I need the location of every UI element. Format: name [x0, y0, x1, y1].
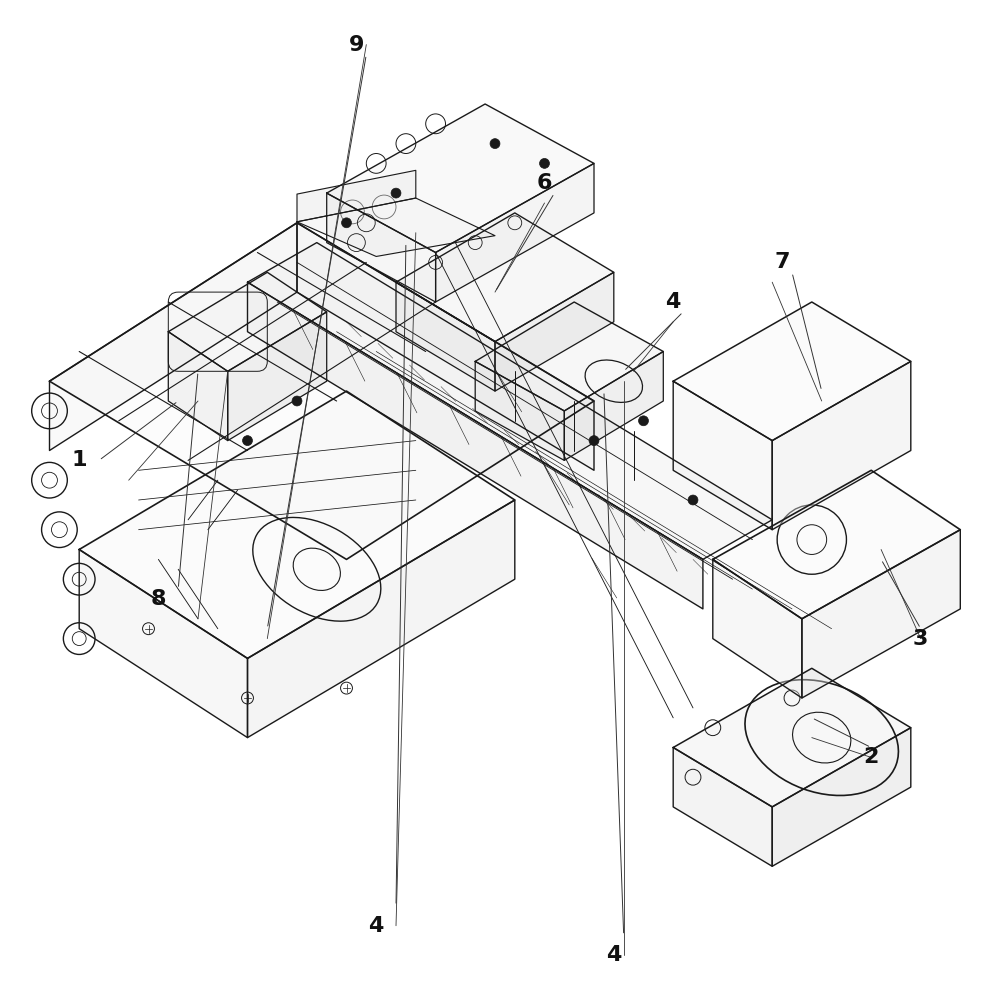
Polygon shape	[673, 668, 911, 807]
Circle shape	[490, 139, 500, 149]
Text: 4: 4	[368, 916, 384, 936]
Circle shape	[540, 158, 549, 168]
Polygon shape	[396, 213, 614, 342]
Text: 2: 2	[863, 747, 879, 767]
Polygon shape	[564, 352, 663, 460]
Polygon shape	[327, 104, 594, 252]
Polygon shape	[248, 243, 772, 559]
Polygon shape	[50, 223, 297, 450]
Polygon shape	[436, 163, 594, 302]
Polygon shape	[673, 748, 772, 866]
Polygon shape	[713, 559, 802, 698]
Polygon shape	[79, 391, 515, 658]
Text: 4: 4	[665, 292, 681, 312]
Polygon shape	[297, 170, 416, 222]
Text: 1: 1	[71, 450, 87, 470]
Polygon shape	[248, 500, 515, 738]
Polygon shape	[713, 470, 960, 619]
Text: 7: 7	[774, 252, 790, 272]
Polygon shape	[475, 302, 663, 411]
Polygon shape	[673, 381, 772, 530]
Polygon shape	[673, 302, 911, 441]
Text: 3: 3	[913, 629, 929, 649]
Circle shape	[639, 416, 648, 426]
Polygon shape	[168, 272, 327, 371]
Polygon shape	[50, 223, 594, 559]
Circle shape	[589, 436, 599, 446]
Circle shape	[243, 436, 252, 446]
Polygon shape	[802, 530, 960, 698]
Circle shape	[342, 218, 351, 228]
Circle shape	[688, 495, 698, 505]
Polygon shape	[772, 361, 911, 530]
Text: 9: 9	[348, 35, 364, 55]
Polygon shape	[495, 272, 614, 391]
Polygon shape	[327, 193, 436, 302]
Polygon shape	[475, 361, 564, 460]
Text: 6: 6	[537, 173, 552, 193]
Text: 8: 8	[150, 589, 166, 609]
Polygon shape	[297, 223, 594, 470]
Polygon shape	[396, 282, 495, 391]
Text: 4: 4	[606, 945, 622, 965]
Circle shape	[391, 188, 401, 198]
Polygon shape	[168, 332, 228, 441]
Polygon shape	[248, 282, 703, 609]
Polygon shape	[297, 198, 495, 256]
Polygon shape	[772, 728, 911, 866]
Circle shape	[292, 396, 302, 406]
Polygon shape	[228, 312, 327, 441]
Polygon shape	[79, 550, 248, 738]
